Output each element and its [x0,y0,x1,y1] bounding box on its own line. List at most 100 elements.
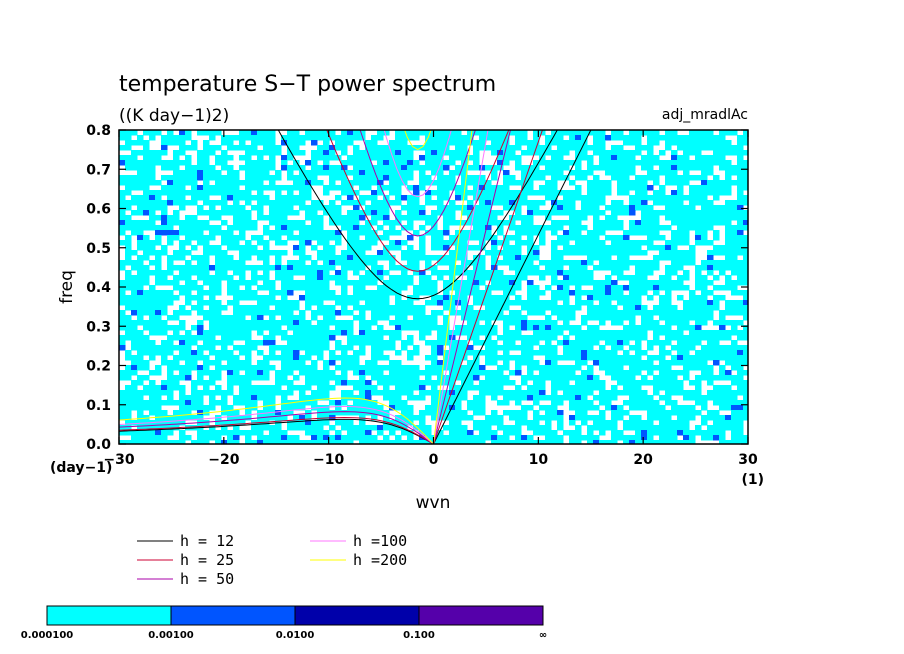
heat-cell [179,345,186,351]
heat-cell [599,395,606,401]
heat-cell [701,145,708,151]
heat-cell [143,150,150,156]
heat-cell [239,295,246,301]
heat-cell [383,420,390,426]
heat-cell [353,260,360,266]
heat-cell [629,375,636,381]
heat-cell [437,200,444,206]
heat-cell [239,380,246,386]
heat-cell [539,430,546,436]
heat-cell [737,375,744,381]
heat-cell [329,435,336,441]
heat-cell [245,390,252,396]
heat-cell [167,385,174,391]
heat-cell [233,280,240,286]
heat-cell [299,280,306,286]
heat-cell [167,340,174,346]
heat-cell [581,245,588,251]
heat-cell [131,400,138,406]
heat-cell [569,395,576,401]
heat-cell [707,315,714,321]
heat-cell [647,260,654,266]
heat-cell [143,320,150,326]
heat-cell [503,170,510,176]
heat-cell [473,350,480,356]
heat-cell [689,135,696,141]
heat-cell [431,145,438,151]
heat-cell [305,425,312,431]
heat-cell [515,250,522,256]
heat-cell [587,270,594,276]
heat-cell [359,210,366,216]
heat-cell [491,190,498,196]
heat-cell [173,285,180,291]
heat-cell [497,190,504,196]
heat-cell [437,365,444,371]
heat-cell [467,305,474,311]
heat-cell [341,215,348,221]
heat-cell [203,390,210,396]
heat-cell [161,275,168,281]
heat-cell [647,320,654,326]
heat-cell [581,385,588,391]
heat-cell [281,355,288,361]
heat-cell [125,275,132,281]
heat-cell [491,375,498,381]
heat-cell [545,320,552,326]
heat-cell [197,395,204,401]
heat-cell [683,300,690,306]
heat-cell [521,335,528,341]
heat-cell [377,175,384,181]
heat-cell [137,345,144,351]
heat-cell [125,245,132,251]
heat-cell [521,315,528,321]
heat-cell [203,300,210,306]
heat-cell [155,300,162,306]
heat-cell [497,210,504,216]
heat-cell [569,245,576,251]
heat-cell [197,410,204,416]
heat-cell [689,310,696,316]
heat-cell [413,315,420,321]
heat-cell [161,140,168,146]
heat-cell [491,370,498,376]
heat-cell [245,380,252,386]
heat-cell [719,215,726,221]
heat-cell [161,290,168,296]
heat-cell [317,215,324,221]
heat-cell [155,400,162,406]
heat-cell [119,345,126,351]
heat-cell [407,185,414,191]
heat-cell [641,390,648,396]
heat-cell [131,395,138,401]
heat-cell [293,270,300,276]
heat-cell [179,340,186,346]
heat-cell [527,360,534,366]
heat-cell [731,310,738,316]
heat-cell [599,390,606,396]
heat-cell [629,240,636,246]
heat-cell [377,265,384,271]
heat-cell [545,425,552,431]
heat-cell [557,190,564,196]
heat-cell [527,235,534,241]
heat-cell [695,295,702,301]
heat-cell [455,265,462,271]
heat-cell [653,170,660,176]
heat-cell [131,195,138,201]
heat-cell [239,220,246,226]
heat-cell [227,385,234,391]
heat-cell [149,330,156,336]
heat-cell [641,180,648,186]
heat-cell [365,400,372,406]
heat-cell [215,320,222,326]
heat-cell [335,165,342,171]
heat-cell [359,255,366,261]
heat-cell [407,195,414,201]
heat-cell [713,430,720,436]
heat-cell [161,415,168,421]
heat-cell [197,230,204,236]
heat-cell [119,390,126,396]
heat-cell [497,310,504,316]
heat-cell [491,325,498,331]
